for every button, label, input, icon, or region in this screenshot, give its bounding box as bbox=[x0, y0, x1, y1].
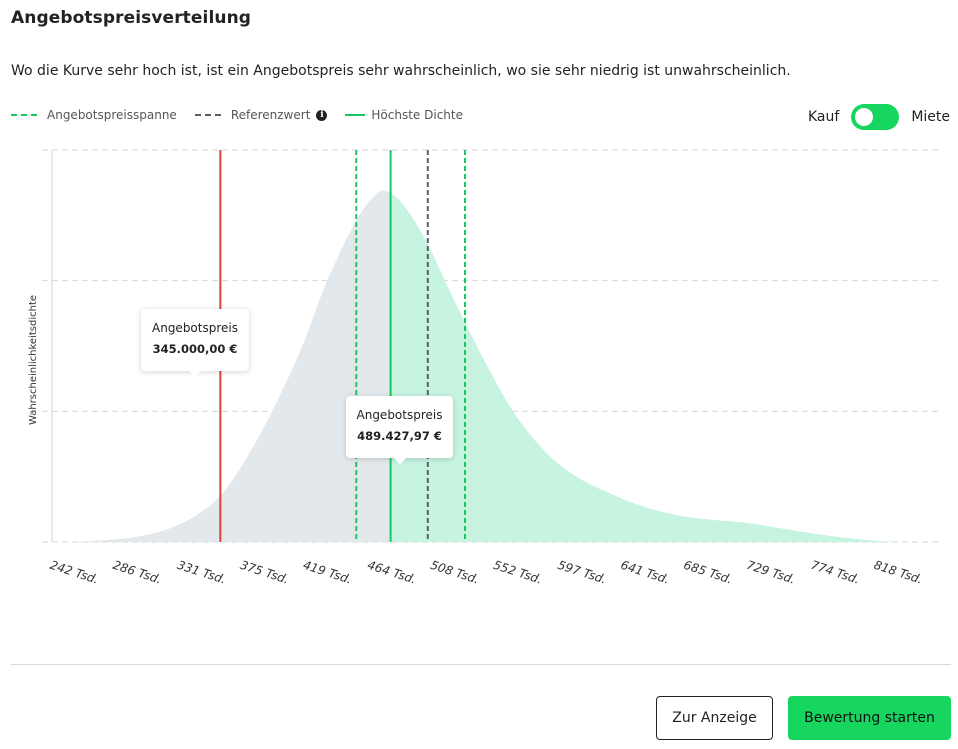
density-area-above-peak bbox=[390, 193, 897, 542]
page-title: Angebotspreisverteilung bbox=[11, 8, 252, 28]
legend-swatch-peak bbox=[345, 114, 366, 116]
density-chart: 242 Tsd. 286 Tsd. 331 Tsd. 375 Tsd. 419 Tsd.… bbox=[28, 149, 938, 587]
y-axis-label: Wahrscheinlichkeitsdichte bbox=[28, 295, 39, 425]
tooltip-label: Angebotspreis bbox=[356, 408, 443, 422]
tooltip-offer-price-1: Angebotspreis 345.000,00 € bbox=[141, 309, 249, 377]
chart-legend: Angebotspreisspanne Referenzwert i Höchs… bbox=[11, 108, 481, 122]
legend-label-reference: Referenzwert bbox=[230, 108, 311, 122]
start-valuation-button[interactable]: Bewertung starten bbox=[788, 696, 951, 740]
x-tick-label: 286 Tsd. bbox=[111, 558, 163, 587]
buy-rent-toggle-group: Kauf Miete bbox=[808, 104, 950, 130]
legend-swatch-range bbox=[11, 114, 37, 116]
x-tick-label: 552 Tsd. bbox=[492, 558, 544, 587]
x-tick-label: 641 Tsd. bbox=[619, 558, 671, 587]
tooltip-offer-price-2: Angebotspreis 489.427,97 € bbox=[346, 396, 453, 464]
x-tick-label: 774 Tsd. bbox=[809, 558, 861, 587]
x-tick-label: 508 Tsd. bbox=[429, 558, 481, 587]
info-icon[interactable]: i bbox=[316, 109, 328, 121]
divider bbox=[11, 664, 951, 665]
tooltip-value: 345.000,00 € bbox=[152, 342, 238, 356]
legend-item-peak: Höchste Dichte bbox=[345, 108, 463, 122]
toggle-label-rent[interactable]: Miete bbox=[911, 109, 950, 125]
x-tick-label: 375 Tsd. bbox=[238, 558, 290, 587]
view-listing-button[interactable]: Zur Anzeige bbox=[656, 696, 773, 740]
tooltip-label: Angebotspreis bbox=[152, 321, 238, 335]
x-tick-label: 818 Tsd. bbox=[872, 558, 924, 587]
toggle-label-buy[interactable]: Kauf bbox=[807, 109, 840, 125]
legend-item-range: Angebotspreisspanne bbox=[11, 108, 177, 122]
x-tick-label: 464 Tsd. bbox=[366, 558, 418, 587]
legend-item-reference: Referenzwert i bbox=[194, 108, 328, 122]
x-tick-label: 597 Tsd. bbox=[556, 558, 608, 587]
x-tick-label: 685 Tsd. bbox=[682, 558, 734, 587]
x-tick-label: 242 Tsd. bbox=[48, 558, 100, 587]
legend-swatch-reference bbox=[194, 114, 221, 116]
toggle-knob bbox=[855, 108, 874, 126]
x-tick-label: 729 Tsd. bbox=[745, 558, 797, 587]
x-tick-label: 419 Tsd. bbox=[301, 558, 353, 587]
chart-description: Wo die Kurve sehr hoch ist, ist ein Ange… bbox=[11, 63, 791, 79]
legend-label-peak: Höchste Dichte bbox=[371, 108, 463, 122]
x-tick-label: 331 Tsd. bbox=[175, 558, 227, 587]
buy-rent-toggle[interactable] bbox=[851, 104, 900, 130]
legend-label-range: Angebotspreisspanne bbox=[47, 108, 177, 122]
density-area-below-peak bbox=[73, 190, 391, 542]
tooltip-value: 489.427,97 € bbox=[357, 429, 442, 443]
